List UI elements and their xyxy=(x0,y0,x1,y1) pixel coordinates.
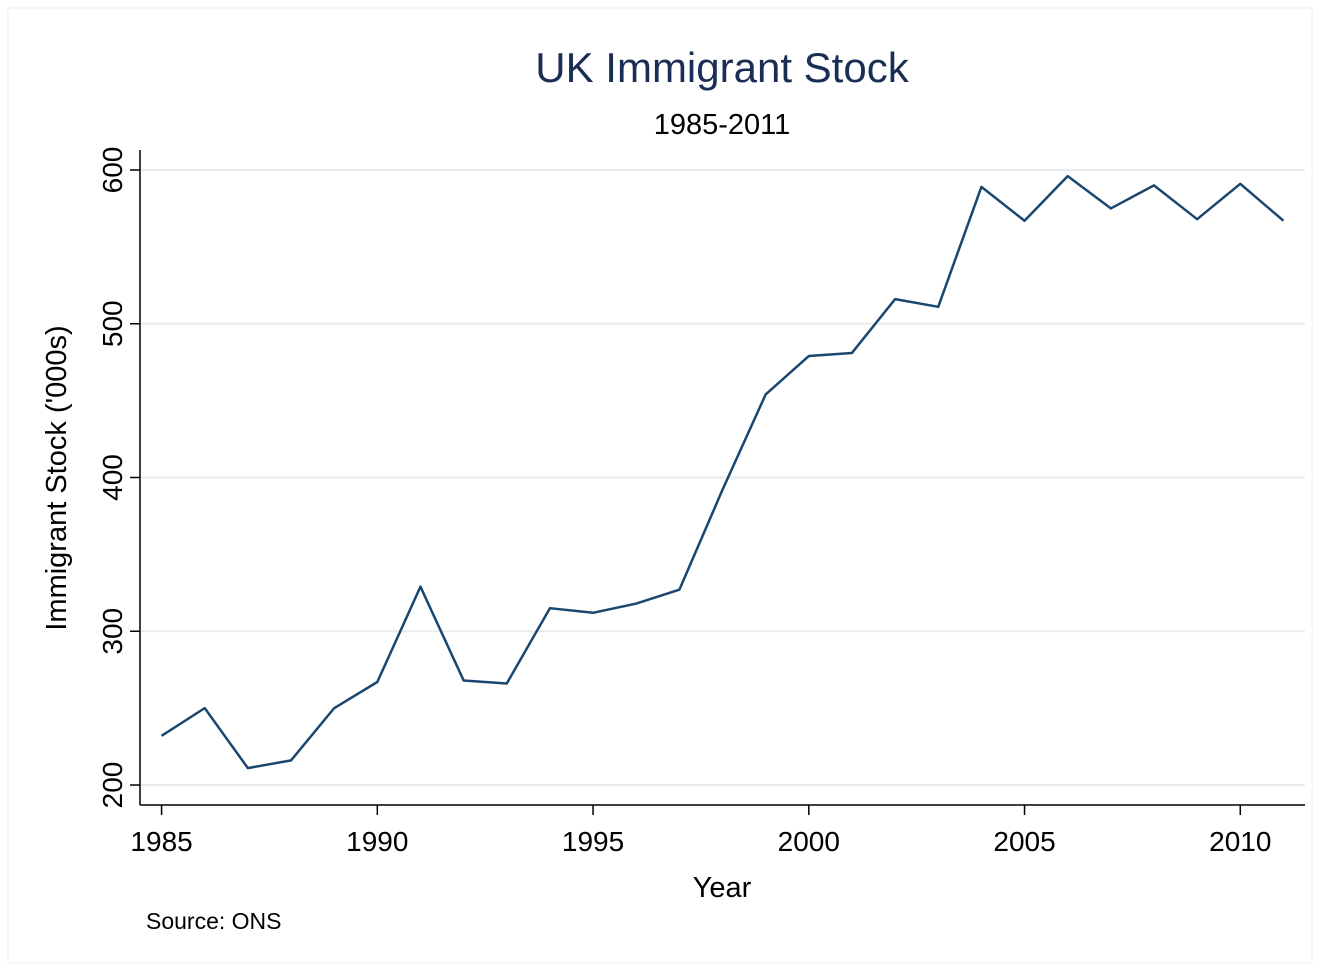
source-note: Source: ONS xyxy=(146,908,282,934)
y-tick-label: 600 xyxy=(97,147,128,194)
x-tick-label: 2010 xyxy=(1209,826,1271,857)
y-axis-label: Immigrant Stock ('000s) xyxy=(41,325,73,630)
x-tick-label: 1990 xyxy=(346,826,408,857)
x-tick-label: 2000 xyxy=(778,826,840,857)
chart-frame xyxy=(7,7,1313,964)
x-axis-label: Year xyxy=(693,872,752,904)
y-tick-label: 300 xyxy=(97,608,128,655)
chart-subtitle: 1985-2011 xyxy=(654,109,791,141)
x-tick-label: 1995 xyxy=(562,826,624,857)
chart-title: UK Immigrant Stock xyxy=(535,44,909,91)
x-tick-label: 2005 xyxy=(993,826,1055,857)
x-tick-label: 1985 xyxy=(130,826,192,857)
data-line xyxy=(160,174,1285,770)
y-tick-label: 500 xyxy=(97,300,128,347)
y-tick-label: 200 xyxy=(97,762,128,809)
y-tick-label: 400 xyxy=(97,454,128,501)
